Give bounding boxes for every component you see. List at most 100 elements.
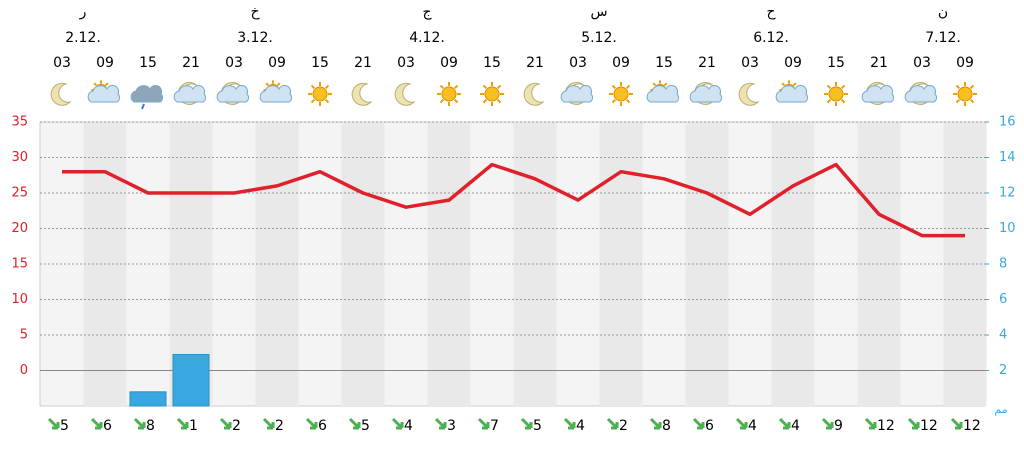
weather-icon [259, 80, 293, 103]
y2-tick-label: 14 [999, 150, 1016, 165]
sun-ray [439, 98, 445, 104]
day-date: 2.12. [65, 30, 101, 46]
wind-arrow [778, 417, 791, 430]
wind-arrow [305, 417, 318, 430]
cloud [861, 84, 895, 103]
weather-icon [130, 84, 164, 110]
cloud [87, 84, 121, 103]
wind-speed: 2 [275, 418, 284, 434]
cloud [689, 84, 723, 103]
cloud [646, 84, 680, 103]
band [341, 122, 385, 406]
hour-label: 09 [440, 55, 458, 71]
day-name: ج [422, 4, 432, 20]
wind-speed: 6 [318, 418, 327, 434]
sun-ray [652, 82, 657, 87]
wind-arrow [348, 417, 361, 430]
sun [613, 86, 629, 102]
sun-ray [826, 84, 832, 90]
y2-tick-label: 16 [999, 115, 1016, 130]
wind-arrow [90, 417, 103, 430]
weather-icon [689, 81, 723, 105]
sun-ray [93, 82, 98, 87]
wind-arrow [262, 417, 275, 430]
sun-ray [611, 98, 617, 104]
wind-speed: 9 [834, 418, 843, 434]
y-tick-label: 0 [20, 363, 28, 378]
y2-tick-label: 6 [999, 292, 1007, 307]
sun-ray [453, 98, 459, 104]
hour-label: 15 [139, 55, 157, 71]
y-tick-label: 25 [11, 186, 28, 201]
wind-speed: 4 [576, 418, 585, 434]
day-name: ح [766, 4, 776, 20]
wind-speed: 4 [404, 418, 413, 434]
weather-icon [775, 80, 809, 103]
hour-label: 21 [698, 55, 716, 71]
weather-icon [824, 82, 848, 106]
day-date: 3.12. [237, 30, 273, 46]
wind-speed: 12 [963, 418, 981, 434]
sun [828, 86, 844, 102]
hour-label: 15 [655, 55, 673, 71]
sun-ray [781, 82, 786, 87]
sun-ray [310, 84, 316, 90]
sun-ray [104, 82, 109, 87]
sun-ray [625, 98, 631, 104]
moon [351, 82, 373, 106]
wind-arrow [47, 417, 60, 430]
hour-label: 21 [182, 55, 200, 71]
hour-label: 03 [569, 55, 587, 71]
wind-arrow [520, 417, 533, 430]
cloud [259, 84, 293, 103]
wind-speed: 3 [447, 418, 456, 434]
sun-ray [625, 84, 631, 90]
y-tick-label: 20 [11, 221, 28, 236]
hour-label: 21 [354, 55, 372, 71]
hour-label: 09 [784, 55, 802, 71]
hour-label: 21 [870, 55, 888, 71]
day-name: س [590, 4, 607, 20]
sun-ray [453, 84, 459, 90]
weather-icon [646, 80, 680, 103]
sun [957, 86, 973, 102]
wind-arrow [176, 417, 189, 430]
sun-ray [611, 84, 617, 90]
sun-ray [496, 98, 502, 104]
wind-arrow [950, 417, 963, 430]
cloud [216, 84, 250, 103]
cloud [904, 84, 938, 103]
weather-icon [609, 82, 633, 106]
wind-speed: 8 [146, 418, 155, 434]
wind-speed: 5 [60, 418, 69, 434]
wind-arrow [692, 417, 705, 430]
moon [523, 82, 545, 106]
precip-bar [172, 354, 210, 407]
sun-ray [324, 98, 330, 104]
hour-label: 03 [225, 55, 243, 71]
wind-speed: 12 [920, 418, 938, 434]
wind-arrow [649, 417, 662, 430]
hour-label: 03 [741, 55, 759, 71]
weather-icon [437, 82, 461, 106]
weather-icon [953, 82, 977, 106]
band [857, 122, 901, 406]
wind-arrow [434, 417, 447, 430]
hour-label: 15 [311, 55, 329, 71]
wind-arrow [864, 417, 877, 430]
y-tick-label: 35 [11, 115, 28, 130]
hour-label: 03 [913, 55, 931, 71]
weather-icon [480, 82, 504, 106]
weather-icon [87, 80, 121, 103]
wind-arrow [821, 417, 834, 430]
sun-ray [496, 84, 502, 90]
hour-label: 09 [612, 55, 630, 71]
weather-icon [904, 81, 938, 105]
band [513, 122, 557, 406]
weather-icon [560, 81, 594, 105]
wind-speed: 2 [232, 418, 241, 434]
wind-arrow [133, 417, 146, 430]
hour-label: 03 [53, 55, 71, 71]
